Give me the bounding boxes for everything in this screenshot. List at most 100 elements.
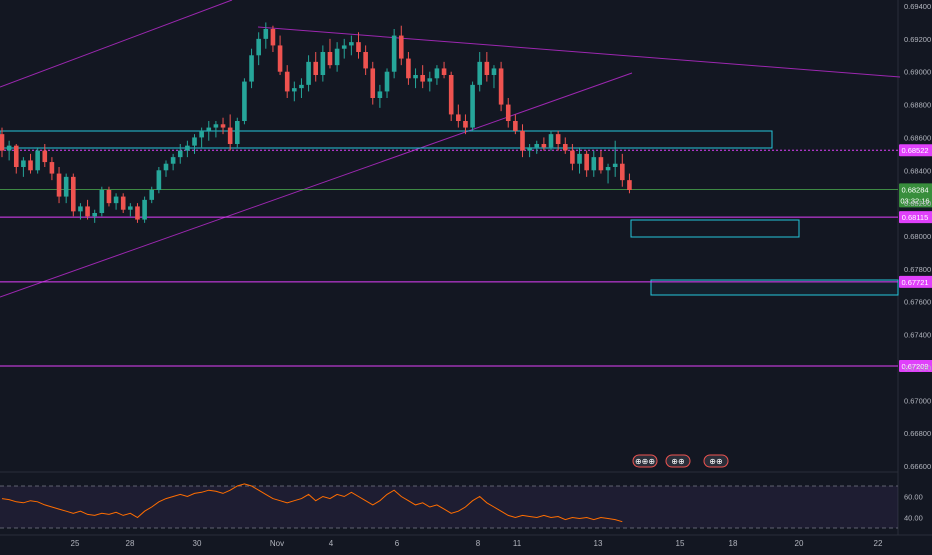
- level-price-label: 0.67209: [901, 362, 928, 371]
- level-price-tag[interactable]: [899, 211, 932, 224]
- candle: [441, 61, 447, 79]
- candle: [398, 25, 404, 66]
- candle-body: [156, 170, 162, 190]
- support-zone-1[interactable]: [630, 219, 800, 238]
- candle: [277, 35, 283, 75]
- bar-countdown-label: 03:32:16: [900, 196, 929, 205]
- candle: [113, 193, 119, 210]
- candle-body: [42, 150, 48, 163]
- candle-body: [277, 45, 283, 72]
- time-tick-label: 15: [676, 539, 685, 548]
- candle: [49, 157, 55, 181]
- upper-trendline[interactable]: [0, 0, 233, 88]
- horizontal-levels[interactable]: 0.68522 0.68115 0.67721 0.67209 0.68284 03:32…: [0, 144, 932, 372]
- time-tick-label: 13: [594, 539, 603, 548]
- candle: [627, 173, 632, 194]
- candle: [598, 150, 604, 174]
- candle-body: [135, 206, 140, 220]
- rsi-pane[interactable]: 60.00 40.00: [0, 483, 923, 529]
- candle-body: [441, 68, 447, 75]
- candle: [106, 186, 112, 207]
- candle-body: [199, 130, 204, 138]
- candle-body: [85, 206, 90, 217]
- candle: [377, 84, 383, 108]
- price-axis[interactable]: 0.69400 0.69200 0.69000 0.68800 0.68600 0.684…: [904, 2, 931, 471]
- candle: [85, 199, 90, 220]
- candle: [313, 52, 319, 82]
- level-price-tag[interactable]: [899, 275, 932, 288]
- time-tick-label: 20: [795, 539, 804, 548]
- event-markers[interactable]: ⊕⊕⊕ ⊕⊕ ⊕⊕: [632, 454, 729, 468]
- candle-body: [99, 190, 105, 213]
- candle: [234, 117, 240, 148]
- candle-body: [299, 84, 304, 89]
- ascending-trendline[interactable]: [0, 72, 633, 298]
- candle-body: [263, 29, 269, 39]
- resistance-zone[interactable]: [0, 130, 773, 149]
- candle-body: [377, 91, 383, 98]
- candle: [206, 121, 212, 141]
- candle: [427, 71, 433, 92]
- event-marker[interactable]: ⊕⊕: [703, 454, 729, 468]
- candle-body: [313, 61, 319, 75]
- level-price-tag[interactable]: [899, 359, 932, 372]
- price-tick-label: 0.69000: [904, 68, 931, 77]
- candle: [78, 203, 83, 220]
- event-marker[interactable]: ⊕⊕: [665, 454, 691, 468]
- price-tick-label: 0.69200: [904, 35, 931, 44]
- current-price-tag: [899, 183, 932, 208]
- candle: [484, 52, 490, 82]
- candle: [456, 104, 461, 128]
- candle-body: [270, 29, 276, 46]
- price-tick-label: 0.67200: [904, 363, 931, 372]
- candle: [163, 160, 169, 177]
- candle-body: [555, 134, 561, 144]
- candle-body: [491, 68, 497, 75]
- candle: [363, 45, 368, 75]
- candle: [284, 65, 290, 98]
- price-tick-label: 0.67400: [904, 331, 931, 340]
- time-axis[interactable]: 25 28 30 Nov 4 6 8 11 13 15 18 20 22: [71, 539, 883, 548]
- candle: [306, 55, 311, 92]
- candle: [341, 38, 347, 59]
- candle-body: [227, 127, 233, 144]
- event-marker-label: ⊕⊕: [671, 457, 684, 466]
- candle: [263, 22, 269, 49]
- candle-body: [49, 162, 55, 174]
- candle-body: [591, 157, 597, 171]
- candle: [35, 147, 40, 174]
- level-price-tag[interactable]: [899, 144, 932, 157]
- candle: [334, 42, 340, 72]
- event-marker-badge[interactable]: [665, 454, 691, 468]
- candle: [420, 65, 425, 89]
- event-marker-label: ⊕⊕: [709, 457, 722, 466]
- candle: [498, 61, 504, 112]
- candle-body: [470, 84, 475, 128]
- time-tick-label: Nov: [270, 539, 284, 548]
- candle: [605, 163, 611, 184]
- candle-body: [627, 180, 632, 190]
- event-marker[interactable]: ⊕⊕⊕: [632, 454, 658, 468]
- candle: [463, 114, 468, 135]
- event-marker-badge[interactable]: [703, 454, 729, 468]
- candle-body: [541, 144, 547, 148]
- descending-trendline[interactable]: [257, 26, 901, 78]
- candle-body: [505, 104, 511, 121]
- candle-body: [363, 52, 368, 69]
- candle-body: [370, 68, 376, 98]
- drawings[interactable]: [0, 0, 901, 298]
- candle: [548, 130, 554, 151]
- candle: [299, 78, 304, 98]
- support-zone-2[interactable]: [650, 279, 899, 296]
- candle: [156, 167, 162, 194]
- candle-body: [128, 206, 133, 210]
- candle: [584, 150, 589, 177]
- candle: [63, 173, 69, 204]
- candle-body: [234, 121, 240, 144]
- current-price-label: 0.68284: [901, 185, 928, 194]
- price-tick-label: 0.68200: [904, 199, 931, 208]
- candlestick-series: [0, 22, 632, 223]
- event-marker-badge[interactable]: [632, 454, 658, 468]
